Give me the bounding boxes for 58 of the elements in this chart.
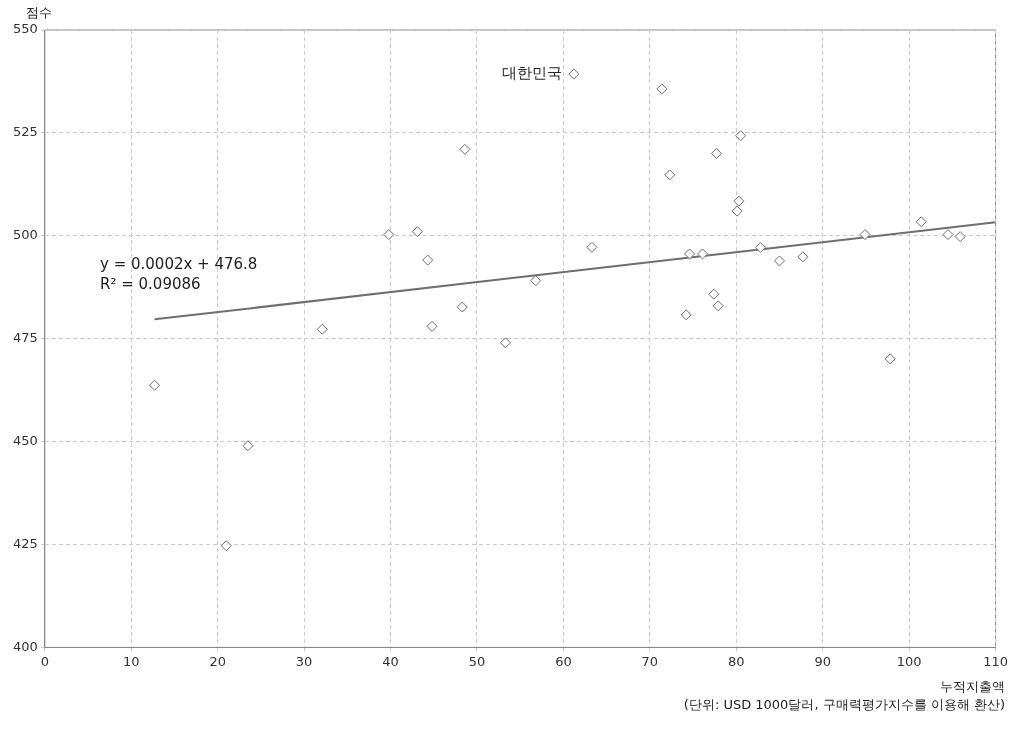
y-tick-label: 425 xyxy=(12,535,38,551)
point xyxy=(712,300,724,312)
point xyxy=(426,320,438,332)
point xyxy=(656,83,668,95)
annotation: R² = 0.09086 xyxy=(100,274,201,293)
point xyxy=(754,241,766,253)
y-tick-label: 400 xyxy=(12,638,38,654)
point xyxy=(731,205,743,217)
point xyxy=(220,540,232,552)
point xyxy=(954,231,966,243)
y-axis-title: 점수 xyxy=(26,4,52,20)
x-tick-label: 90 xyxy=(814,653,831,669)
x-tick-label: 50 xyxy=(468,653,486,669)
x-tick-label: 20 xyxy=(209,653,226,669)
point xyxy=(664,169,676,181)
x-tick-label: 60 xyxy=(555,653,572,669)
point xyxy=(697,248,709,260)
y-tick-label: 450 xyxy=(12,432,38,448)
point xyxy=(500,337,512,349)
point xyxy=(915,216,927,228)
point xyxy=(797,251,809,263)
point xyxy=(774,255,786,267)
y-tick-label: 550 xyxy=(12,21,38,37)
text: (단위: USD 1000달러, 구매력평가지수를 이용해 환산) xyxy=(683,697,1005,713)
point xyxy=(422,254,434,266)
point xyxy=(568,68,580,80)
y-tick-label: 525 xyxy=(12,124,38,140)
x-axis-title: 누적지출액 xyxy=(940,679,1005,695)
x-tick-label: 100 xyxy=(896,653,922,669)
point xyxy=(708,288,720,300)
x-tick-label: 110 xyxy=(983,653,1009,669)
x-tick-label: 70 xyxy=(641,653,659,669)
x-tick-label: 40 xyxy=(382,653,399,669)
point xyxy=(680,309,692,321)
point xyxy=(735,130,747,142)
y-tick-label: 475 xyxy=(12,330,38,346)
point xyxy=(733,195,745,207)
y-tick-label: 500 xyxy=(12,227,38,243)
annotation: y = 0.0002x + 476.8 xyxy=(100,254,258,273)
x-tick-label: 30 xyxy=(295,653,313,669)
point xyxy=(684,248,696,260)
point xyxy=(456,301,468,313)
point xyxy=(884,353,896,365)
point xyxy=(586,241,598,253)
point xyxy=(383,229,395,241)
point xyxy=(411,226,423,238)
point xyxy=(710,147,722,159)
x-tick-label: 10 xyxy=(122,653,140,669)
point xyxy=(942,229,954,241)
x-tick-label: 80 xyxy=(728,653,745,669)
point xyxy=(242,440,254,452)
point xyxy=(530,275,542,287)
x-tick-label: 0 xyxy=(40,653,49,669)
point xyxy=(459,143,471,155)
point xyxy=(859,229,871,241)
annotation: 대한민국 xyxy=(501,63,562,82)
point xyxy=(149,379,161,391)
point xyxy=(316,323,328,335)
